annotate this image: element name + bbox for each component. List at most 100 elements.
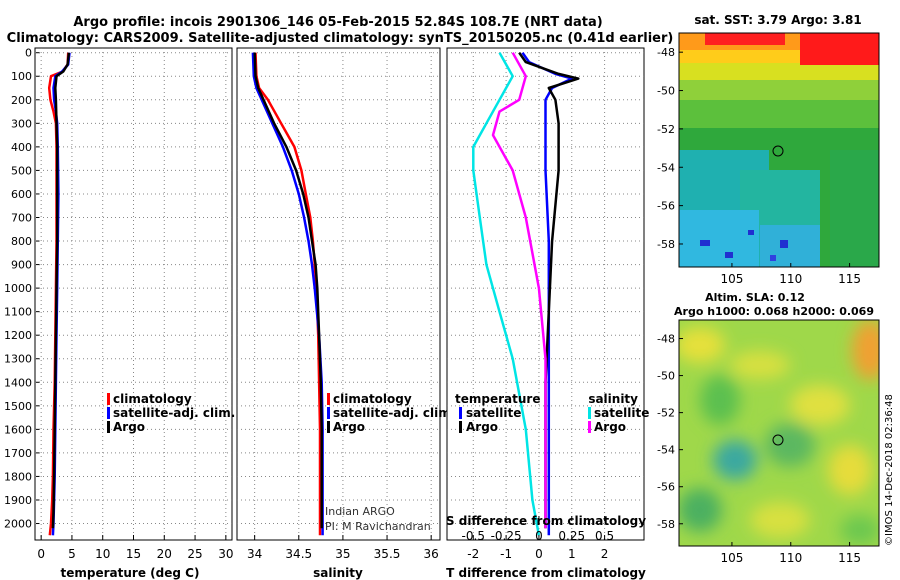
- y-tick-label: 1900: [4, 494, 32, 507]
- x-tick-label: 34: [247, 547, 262, 561]
- legend-swatch-argo: [327, 421, 330, 433]
- y-tick-label: 1500: [4, 400, 32, 413]
- map-y-tick-label: -54: [657, 161, 675, 174]
- legend-label-satellite: satellite-adj. clim.: [333, 406, 455, 420]
- salinity-legend: climatology satellite-adj. clim. Argo: [327, 392, 455, 434]
- legend-label-t-argo: Argo: [466, 420, 498, 434]
- figure-title-line1: Argo profile: incois 2901306_146 05-Feb-…: [73, 15, 602, 30]
- salinity-plot-area: [236, 47, 441, 541]
- sla-map-frame: [678, 319, 880, 547]
- y-tick-label: 700: [11, 211, 32, 224]
- y-tick-label: 900: [11, 259, 32, 272]
- difference-lines: [472, 51, 580, 536]
- x-tick-label: 35.5: [374, 547, 401, 561]
- legend-swatch-climatology: [107, 393, 110, 405]
- difference-top-ticks: -0.5 -0.25 0 0.25 0.5: [462, 516, 614, 543]
- series-line-argo: [253, 52, 323, 529]
- legend-swatch-climatology: [327, 393, 330, 405]
- sst-map-image: [679, 33, 879, 267]
- copyright-watermark: ©IMOS 14-Dec-2018 02:36:48: [884, 394, 895, 546]
- legend-label-t-satellite: satellite: [466, 406, 521, 420]
- difference-x-ticks: -2 -1 0 1 2: [467, 535, 608, 561]
- map-x-tick-label: 115: [838, 272, 861, 286]
- map-y-tick-label: -50: [657, 85, 675, 98]
- y-tick-label: 1800: [4, 470, 32, 483]
- map-x-tick-label: 115: [838, 551, 861, 565]
- difference-panel: -2 -1 0 1 2 -0.5 -0.25 0 0.25 0.5 S difference f…: [446, 47, 649, 580]
- x-tick-label: 25: [187, 547, 202, 561]
- top-tick-label: 0: [535, 529, 543, 543]
- y-tick-label: 1000: [4, 282, 32, 295]
- map-y-tick-label: -56: [657, 481, 675, 494]
- argo-position-marker: [772, 434, 784, 446]
- y-tick-label: 1700: [4, 447, 32, 460]
- map-x-tick-label: 105: [720, 551, 743, 565]
- difference-grid: [447, 48, 644, 540]
- temperature-plot-area: [34, 47, 233, 541]
- map-x-tick-label: 110: [779, 551, 802, 565]
- legend-swatch-t-argo: [459, 421, 462, 433]
- sla-map-axes: 105 110 115 -48 -50 -52 -54 -56 -58: [657, 333, 861, 565]
- y-tick-label: 1300: [4, 353, 32, 366]
- legend-swatch-satellite: [327, 407, 330, 419]
- map-y-tick-label: -58: [657, 238, 675, 251]
- temperature-lines: [47, 52, 71, 536]
- y-tick-label: 800: [11, 235, 32, 248]
- depth-axis: 0 100 200 300 400 500 600 700 800 900 1000 1100 1200…: [4, 47, 40, 531]
- x-tick-label: 0: [37, 547, 45, 561]
- legend-label-s-argo: Argo: [594, 420, 626, 434]
- legend-label-argo: Argo: [333, 420, 365, 434]
- top-tick-label: -0.25: [491, 529, 522, 543]
- sla-map-panel: Altim. SLA: 0.12 Argo h1000: 0.068 h2000…: [657, 291, 880, 565]
- sla-map-title: Altim. SLA: 0.12: [705, 291, 805, 304]
- sst-map-frame: [678, 32, 880, 268]
- x-tick-label: 36: [424, 547, 439, 561]
- legend-label-s-satellite: satellite: [594, 406, 649, 420]
- y-tick-label: 0: [25, 47, 32, 60]
- legend-label-satellite: satellite-adj. clim.: [113, 406, 235, 420]
- y-tick-label: 100: [11, 70, 32, 83]
- y-tick-label: 2000: [4, 518, 32, 531]
- sst-map-panel: sat. SST: 3.79 Argo: 3.81 105 110 115 -48 -5…: [657, 13, 880, 286]
- y-tick-label: 600: [11, 188, 32, 201]
- x-tick-label: 20: [157, 547, 172, 561]
- figure-title-line2: Climatology: CARS2009. Satellite-adjuste…: [7, 31, 674, 46]
- legend-swatch-satellite: [107, 407, 110, 419]
- map-y-tick-label: -58: [657, 518, 675, 531]
- series-line-s-satellite: [472, 52, 541, 536]
- salinity-xlabel: salinity: [313, 566, 363, 580]
- x-tick-label: 34.5: [285, 547, 312, 561]
- map-y-tick-label: -52: [657, 123, 675, 136]
- map-y-tick-label: -52: [657, 407, 675, 420]
- legend-swatch-s-satellite: [588, 407, 591, 419]
- temperature-xlabel: temperature (deg C): [61, 566, 200, 580]
- legend-swatch-s-argo: [588, 421, 591, 433]
- salinity-lines: [251, 52, 324, 536]
- temperature-x-ticks: 0 5 10 15 20 25 30: [37, 535, 233, 561]
- x-tick-label: 1: [568, 547, 576, 561]
- top-tick-label: -0.5: [462, 529, 485, 543]
- map-y-tick-label: -48: [657, 46, 675, 59]
- legend-swatch-t-satellite: [459, 407, 462, 419]
- sst-map-axes: 105 110 115 -48 -50 -52 -54 -56 -58: [657, 46, 861, 286]
- temperature-panel: 0100200300400500600700800900100011001200…: [4, 47, 235, 580]
- temperature-grid: [35, 48, 232, 540]
- top-tick-label: 0.5: [595, 529, 614, 543]
- series-line-argo: [51, 52, 71, 529]
- legend-title-salinity: salinity: [588, 392, 638, 406]
- x-tick-label: 35: [335, 547, 350, 561]
- legend-label-climatology: climatology: [333, 392, 412, 406]
- y-tick-label: 1200: [4, 329, 32, 342]
- top-tick-label: 0.25: [558, 529, 585, 543]
- difference-xlabel: T difference from climatology: [446, 566, 646, 580]
- series-line-climatology: [254, 52, 322, 536]
- x-tick-label: 5: [68, 547, 76, 561]
- x-tick-label: 0: [535, 547, 543, 561]
- s-difference-label: S difference from climatology: [446, 514, 646, 528]
- y-tick-label: 200: [11, 94, 32, 107]
- x-tick-label: 2: [601, 547, 609, 561]
- legend-label-climatology: climatology: [113, 392, 192, 406]
- y-tick-label: 500: [11, 164, 32, 177]
- x-tick-label: 10: [95, 547, 110, 561]
